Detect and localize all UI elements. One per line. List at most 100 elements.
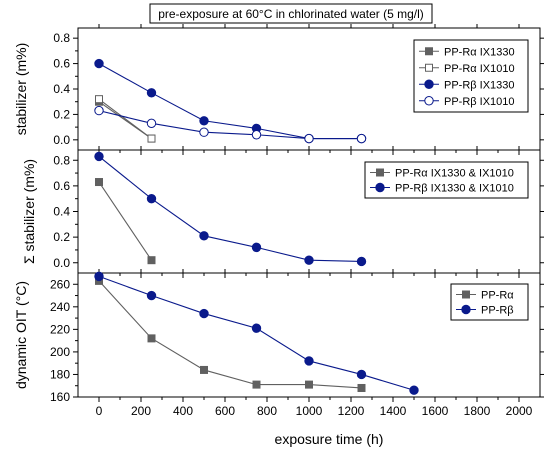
- data-point: [200, 365, 208, 374]
- legend-marker: [425, 63, 433, 72]
- data-point: [251, 323, 262, 333]
- data-point: [94, 58, 104, 69]
- data-point: [305, 380, 313, 389]
- data-point: [357, 383, 366, 392]
- y-tick-label: 200: [50, 345, 70, 359]
- data-point: [356, 369, 367, 380]
- legend-label: PP-Rα: [481, 290, 514, 302]
- data-point: [304, 133, 314, 144]
- data-point: [146, 118, 157, 129]
- y-tick-label: 0.6: [53, 179, 70, 193]
- y-tick-label: 220: [50, 322, 70, 336]
- legend-label: PP-Rα IX1330 & IX1010: [395, 168, 514, 180]
- y-tick-label: 0.0: [53, 133, 70, 147]
- x-tick-label: 1400: [380, 404, 407, 418]
- series-line: [98, 181, 152, 261]
- x-tick-label: 600: [215, 404, 235, 418]
- x-tick-label: 1600: [422, 404, 449, 418]
- data-point: [95, 95, 103, 104]
- legend-marker: [425, 47, 433, 56]
- data-point: [146, 193, 157, 204]
- data-point: [147, 334, 156, 343]
- legend-box: [450, 283, 529, 321]
- data-point: [304, 255, 314, 265]
- legend-marker: [424, 79, 434, 89]
- x-tick-label: 1800: [464, 404, 491, 418]
- x-axis-title: exposure time (h): [275, 431, 384, 447]
- data-point: [199, 308, 209, 319]
- data-point: [94, 105, 104, 116]
- legend-marker: [462, 290, 470, 299]
- data-point: [356, 133, 367, 144]
- x-tick-label: 200: [131, 404, 151, 418]
- data-point: [94, 151, 104, 162]
- data-point: [304, 356, 314, 366]
- x-tick-label: 1200: [338, 404, 365, 418]
- legend-3: PP-Rα PP-Rβ: [450, 283, 529, 321]
- legend-label: PP-Rβ IX1010: [444, 96, 515, 108]
- data-point: [199, 127, 209, 137]
- y-tick-label: 240: [50, 300, 70, 314]
- y-tick-label: 0.8: [53, 153, 70, 167]
- chart-title-box: [149, 3, 433, 24]
- data-point: [199, 116, 209, 126]
- x-tick-label: 800: [257, 404, 277, 418]
- legend-marker: [376, 168, 384, 177]
- legend-box: [364, 161, 529, 199]
- data-point: [356, 256, 367, 267]
- legend-1: PP-Rα IX1330 PP-Rα IX1010 PP-Rβ IX1330 PP-R…: [413, 39, 529, 113]
- legend-marker: [375, 182, 385, 193]
- data-point: [94, 271, 104, 282]
- legend-label: PP-Rα IX1010: [444, 63, 515, 75]
- series-line: [98, 110, 362, 140]
- data-point: [251, 242, 262, 253]
- y-tick-label: 260: [50, 277, 70, 291]
- data-point: [95, 178, 103, 187]
- legend-label: PP-Rα IX1330: [444, 46, 515, 58]
- series-2-2: [94, 151, 367, 267]
- series-1-1: [95, 97, 156, 143]
- panel-1: 0.0 0.2 0.4 0.6 0.8 stabilizer (m%) PP-Rα IX13…: [13, 24, 544, 155]
- y-tick-label: 0.2: [53, 230, 70, 244]
- legend-marker: [424, 96, 434, 106]
- series-line: [98, 280, 362, 389]
- y-tick-label: 0.4: [53, 82, 70, 96]
- series-1-4: [94, 105, 367, 144]
- series-3-1: [95, 276, 366, 392]
- legend-2: PP-Rα IX1330 & IX1010 PP-Rβ IX1330 & IX10…: [364, 161, 529, 199]
- y-axis-title: stabilizer (m%): [13, 43, 29, 136]
- data-point: [252, 380, 261, 389]
- panels: 0.0 0.2 0.4 0.6 0.8 stabilizer (m%) PP-Rα IX13…: [13, 24, 544, 447]
- panel-2: 0.0 0.2 0.4 0.6 0.8 Σ stabilizer (m%) PP-Rα IX…: [21, 146, 544, 278]
- data-point: [147, 134, 156, 143]
- y-tick-label: 0.2: [53, 107, 70, 121]
- legend-label: PP-Rβ: [481, 305, 514, 317]
- data-point: [409, 385, 419, 395]
- y-axis-title: dynamic OIT (°C): [13, 281, 29, 389]
- data-point: [251, 130, 262, 140]
- y-tick-label: 0.6: [53, 57, 70, 71]
- series-3-2: [94, 271, 419, 395]
- legend-label: PP-Rβ IX1330 & IX1010: [395, 183, 514, 195]
- series-2-1: [95, 178, 156, 265]
- series-line: [98, 98, 152, 140]
- y-tick-label: 160: [50, 390, 70, 404]
- series-line: [98, 63, 362, 140]
- data-point: [199, 231, 209, 241]
- x-tick-label: 2000: [506, 404, 533, 418]
- series-1-3: [94, 58, 367, 144]
- chart-title: pre-exposure at 60°C in chlorinated wate…: [158, 7, 424, 21]
- legend-label: PP-Rβ IX1330: [444, 79, 515, 91]
- data-point: [146, 88, 157, 98]
- y-tick-label: 0.4: [53, 205, 70, 219]
- series-1-2: [95, 95, 156, 143]
- y-tick-label: 0.8: [53, 31, 70, 45]
- data-point: [146, 290, 157, 301]
- chart-title-group: pre-exposure at 60°C in chlorinated wate…: [149, 3, 433, 24]
- y-tick-label: 180: [50, 367, 70, 381]
- data-point: [147, 256, 156, 265]
- series-line: [98, 155, 362, 263]
- x-tick-label: 0: [96, 404, 103, 418]
- y-tick-label: 0.0: [53, 256, 70, 270]
